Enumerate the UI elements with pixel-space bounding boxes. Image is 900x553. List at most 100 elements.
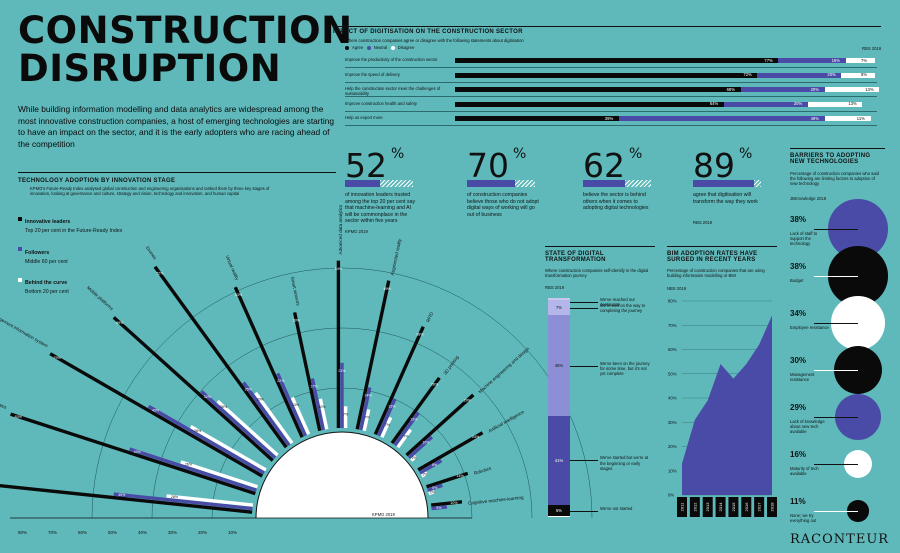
stat-value: 89 <box>693 146 735 185</box>
barrier-circle <box>834 393 882 441</box>
adoption-value-label: 22% <box>277 379 285 383</box>
adoption-value-label: 8% <box>432 463 438 467</box>
state-category-label: We've been on the journey for some time,… <box>600 360 650 376</box>
impact-bar-disagree <box>807 101 863 107</box>
stat-number: 62% <box>583 146 642 185</box>
adoption-value-label: 25% <box>245 387 253 391</box>
state-category-label: We've not started <box>600 505 633 511</box>
bim-ytick: 10% <box>668 468 677 473</box>
adoption-value-label: 69% <box>116 321 124 325</box>
adoption-bar-behind-the-curve <box>420 471 428 478</box>
adoption-bar-behind-the-curve <box>396 428 412 449</box>
bim-year-box <box>689 497 700 517</box>
barrier-circle <box>831 296 885 350</box>
impact-value-label: 39% <box>604 115 614 121</box>
adoption-axis-tick: 10% <box>228 530 237 535</box>
impact-bar-agree <box>455 101 724 107</box>
barrier-circle <box>843 449 873 479</box>
bim-year-label: 2013 <box>705 502 710 512</box>
adoption-bar-followers <box>431 505 448 511</box>
adoption-value-label: 26% <box>185 463 193 467</box>
bim-source: NBS 2019 <box>667 286 687 291</box>
barrier-leader-line <box>814 417 858 418</box>
page-title-line2: DISRUPTION <box>18 47 282 90</box>
bim-top-rule <box>667 246 777 247</box>
adoption-value-label: 26% <box>220 405 228 409</box>
impact-bar-agree <box>455 58 779 63</box>
adoption-subtitle: KPMG's Future-Ready Index analysed globa… <box>30 186 270 197</box>
adoption-bar-behind-the-curve <box>380 416 393 438</box>
adoption-bar-behind-the-curve <box>410 455 418 462</box>
stat-bar-fill <box>345 180 381 187</box>
adoption-top-rule <box>18 172 336 173</box>
bim-year-box <box>754 497 765 517</box>
impact-bar-disagree <box>841 72 875 78</box>
stat-value: 52 <box>345 146 387 185</box>
adoption-category-label: RFID <box>425 311 434 323</box>
barrier-leader-line <box>814 370 858 371</box>
bim-year-label: 2012 <box>692 502 697 512</box>
stat-unit: % <box>629 146 643 162</box>
stat-bar-fill <box>467 180 515 187</box>
impact-row-rule <box>345 125 877 126</box>
stat-bar-fill <box>693 180 754 187</box>
adoption-value-label: 7% <box>364 416 370 420</box>
barrier-leader-line <box>814 464 858 465</box>
adoption-bar-followers <box>242 381 291 447</box>
adoption-bar-followers <box>359 387 372 431</box>
adoption-value-label: 53% <box>235 293 243 297</box>
adoption-value-label: 26% <box>431 383 439 387</box>
bim-year-box <box>741 497 752 517</box>
bim-area <box>682 315 772 495</box>
stat-desc: believe the sector is behind others when… <box>583 192 649 212</box>
bim-area-chart: 0% 10% 20% 30% 40% 50% 60% 70% 80% 2011 2012 2013 20… <box>668 299 777 517</box>
adoption-bar-followers <box>276 372 307 437</box>
state-top-rule <box>545 246 655 247</box>
barrier-label: None; we try everything out <box>790 513 817 524</box>
bim-year-box <box>702 497 713 517</box>
adoption-bar-innovative-leaders <box>233 286 304 438</box>
page-title-line1: CONSTRUCTION <box>18 9 353 52</box>
adoption-value-label: 21% <box>338 369 346 373</box>
adoption-bar-behind-the-curve <box>428 490 436 496</box>
impact-bar-neutral <box>723 101 808 107</box>
bim-title: BIM ADOPTION RATES HAVE SURGED IN RECENT… <box>667 251 758 263</box>
legend-disagree: Disagree <box>397 45 415 50</box>
impact-value-label: 16% <box>831 57 840 63</box>
adoption-bar-innovative-leaders <box>425 471 469 489</box>
adoption-bar-innovative-leaders <box>390 376 441 445</box>
barrier-label: Maturity of tech available <box>790 466 819 477</box>
adoption-bar-followers <box>427 483 443 492</box>
impact-bar-disagree <box>845 58 875 63</box>
barrier-circle <box>847 500 869 522</box>
barrier-value: 38% <box>790 215 807 224</box>
adoption-axis-tick: 80% <box>18 530 27 535</box>
legend-agree: Agree <box>352 45 364 50</box>
barriers-subtitle: Percentage of construction companies who… <box>790 171 879 187</box>
adoption-bar-behind-the-curve <box>318 398 329 430</box>
state-subtitle: Where construction companies self-identi… <box>545 268 649 279</box>
impact-row-label: Help the construction sector meet the ch… <box>345 86 441 97</box>
bim-year-label: 2018 <box>770 502 775 512</box>
adoption-value-label: 32% <box>204 395 212 399</box>
adoption-value-label: 43% <box>152 409 160 413</box>
impact-row-rule <box>345 96 877 97</box>
impact-bar-agree <box>455 87 741 92</box>
adoption-title: TECHNOLOGY ADOPTION BY INNOVATION STAGE <box>18 178 176 184</box>
impact-bar-agree <box>455 116 619 121</box>
bim-year-label: 2017 <box>757 502 762 512</box>
adoption-value-label: 28% <box>171 495 179 499</box>
bim-year-box <box>767 497 777 517</box>
bim-ytick: 50% <box>668 371 677 376</box>
adoption-source: KPMG 2019 <box>372 512 395 517</box>
adoption-category-label: Smart sensors <box>290 276 301 307</box>
barrier-label: Budget <box>790 278 804 283</box>
adoption-category-label: Drones <box>145 245 158 260</box>
adoption-bar-innovative-leaders <box>0 483 253 514</box>
bim-ytick: 60% <box>668 347 677 352</box>
adoption-category-label: Mobile platforms <box>86 285 115 312</box>
adoption-category-label: Advanced data analytics <box>338 204 343 255</box>
barrier-value: 38% <box>790 262 807 271</box>
impact-row-label: Improve construction health and safety <box>345 100 417 106</box>
